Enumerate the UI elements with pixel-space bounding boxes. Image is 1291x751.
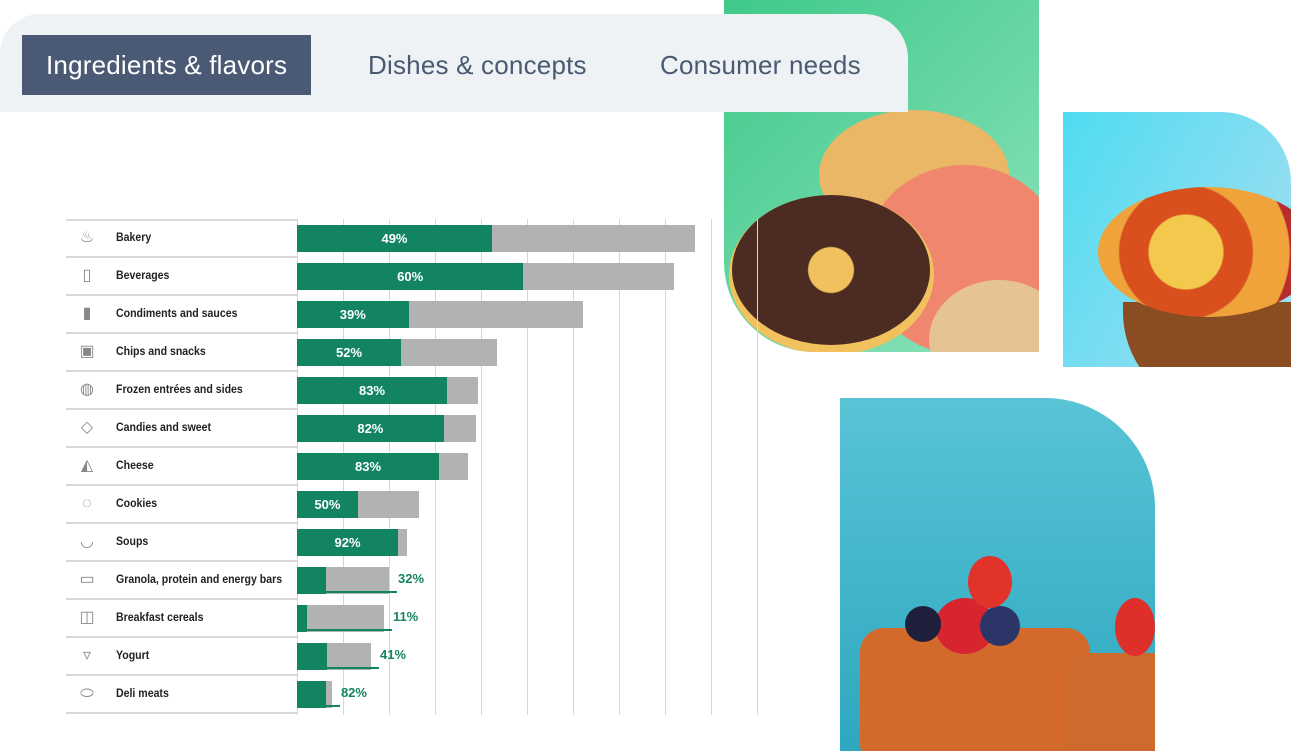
bar-share	[297, 642, 328, 670]
pastry-image	[840, 398, 1155, 751]
blueberry	[980, 606, 1020, 646]
tab-dishes-concepts[interactable]: Dishes & concepts	[368, 50, 587, 80]
candy-icon: ◇	[80, 419, 94, 436]
bar-share	[297, 262, 524, 290]
bar-share	[297, 224, 492, 252]
strawberry	[968, 556, 1012, 608]
soup-cup-icon: ◡	[80, 533, 94, 550]
blackberry	[905, 606, 941, 642]
category-tabs: Ingredients & flavors Dishes & concepts …	[0, 14, 908, 112]
share-label: 32%	[398, 571, 425, 586]
category-label: Candies and sweet	[116, 420, 212, 434]
bar-icon: ▭	[79, 571, 95, 588]
bar-share	[297, 300, 409, 328]
pizza-icon: ◍	[80, 381, 94, 398]
share-label: 82%	[357, 420, 384, 436]
row-divider	[66, 332, 297, 334]
bar-share	[297, 566, 327, 594]
row-divider	[66, 674, 297, 676]
category-label: Breakfast cereals	[116, 610, 204, 624]
share-label: 50%	[314, 496, 341, 512]
gridline	[711, 219, 712, 715]
cereal-icon: ◫	[79, 609, 95, 626]
veg-chips	[1098, 187, 1291, 317]
row-divider	[66, 522, 297, 524]
leader-line	[324, 590, 397, 593]
chips-image	[1063, 112, 1291, 367]
category-label: Granola, protein and energy bars	[116, 572, 283, 586]
share-label: 83%	[359, 382, 386, 398]
gridline	[757, 219, 758, 715]
row-divider	[66, 408, 297, 410]
chips-bag-icon: ▣	[79, 343, 95, 360]
gridline	[527, 219, 528, 715]
cookie-icon: ◌	[82, 495, 92, 512]
share-label: 83%	[354, 458, 382, 474]
salami-icon: ⬭	[80, 685, 94, 702]
share-label: 11%	[392, 609, 419, 624]
row-divider	[66, 484, 297, 486]
category-label: Beverages	[116, 268, 170, 282]
bar-share	[297, 604, 307, 632]
sauce-bottle-icon: ▮	[82, 305, 92, 322]
category-label: Soups	[116, 534, 149, 548]
row-divider	[66, 256, 297, 258]
row-divider	[66, 636, 297, 638]
share-label: 49%	[381, 230, 408, 246]
bar-total	[297, 604, 384, 632]
row-divider	[66, 446, 297, 448]
category-label: Condiments and sauces	[116, 306, 238, 320]
leader-line	[304, 628, 392, 631]
gridline	[619, 219, 620, 715]
tab-consumer-needs[interactable]: Consumer needs	[660, 50, 861, 80]
bottle-icon: ▯	[82, 267, 92, 284]
gridline	[573, 219, 574, 715]
row-divider	[66, 294, 297, 296]
gridline	[481, 219, 482, 715]
gridline	[665, 219, 666, 715]
bar-share	[297, 376, 448, 404]
share-label: 39%	[339, 306, 366, 322]
yogurt-icon: ▿	[82, 647, 92, 664]
category-label: Cheese	[116, 458, 154, 472]
category-label: Yogurt	[116, 648, 150, 662]
row-divider	[66, 560, 297, 562]
share-label: 60%	[397, 268, 424, 284]
share-label: 41%	[380, 647, 407, 662]
row-divider	[66, 219, 297, 221]
leader-line	[325, 666, 380, 669]
bar-share	[297, 414, 444, 442]
category-label: Cookies	[116, 496, 158, 510]
category-label: Frozen entrées and sides	[116, 382, 243, 396]
strawberry-2	[1115, 598, 1155, 656]
share-label: 52%	[336, 344, 363, 360]
bar-share	[297, 490, 358, 518]
row-divider	[66, 370, 297, 372]
bar-share	[297, 338, 402, 366]
share-label: 82%	[340, 685, 367, 700]
category-label: Deli meats	[116, 686, 169, 700]
sprinkle-donut-chocolate	[732, 195, 930, 345]
bar-share	[297, 452, 440, 480]
cheese-icon: ◭	[80, 457, 94, 474]
bar-share	[297, 680, 326, 708]
bar-share	[297, 528, 399, 556]
share-label: 92%	[334, 534, 361, 550]
category-label: Chips and snacks	[116, 344, 206, 358]
tab-ingredients-flavors[interactable]: Ingredients & flavors	[22, 35, 312, 95]
row-divider	[66, 712, 297, 714]
row-divider	[66, 598, 297, 600]
leader-line	[323, 704, 340, 707]
cupcake-icon: ♨	[79, 229, 95, 246]
pastry-right	[1065, 653, 1155, 751]
category-label: Bakery	[116, 230, 152, 244]
